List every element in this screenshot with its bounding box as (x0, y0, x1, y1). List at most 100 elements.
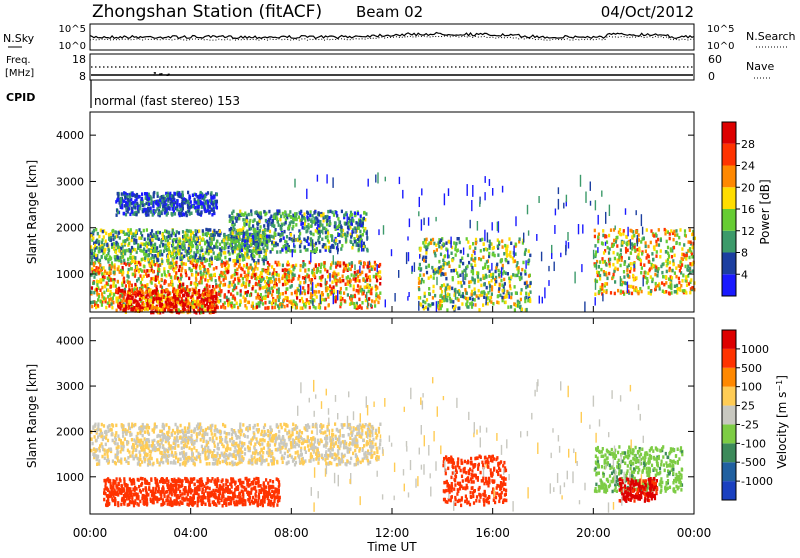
heatmap-cell (296, 291, 298, 295)
heatmap-cell (175, 271, 177, 275)
heatmap-cell (143, 247, 145, 251)
heatmap-cell (293, 239, 295, 243)
heatmap-cell (478, 308, 480, 312)
heatmap-cell (594, 264, 596, 268)
heatmap-cell (225, 276, 227, 280)
heatmap-cell (339, 240, 341, 244)
heatmap-cell (150, 311, 152, 315)
heatmap-cell (584, 302, 585, 313)
heatmap-cell (314, 275, 316, 279)
heatmap-cell (203, 265, 205, 269)
heatmap-cell (601, 191, 602, 197)
heatmap-cell (214, 273, 216, 277)
heatmap-cell (458, 298, 460, 302)
heatmap-cell (277, 304, 279, 308)
heatmap-cell (288, 275, 290, 279)
heatmap-cell (157, 203, 159, 207)
heatmap-cell (350, 295, 352, 299)
heatmap-cell (147, 258, 149, 262)
heatmap-cell (528, 274, 530, 278)
heatmap-cell (273, 244, 275, 248)
heatmap-cell (155, 291, 157, 295)
heatmap-cell (378, 294, 380, 298)
heatmap-cell (145, 241, 147, 245)
heatmap-cell (119, 256, 121, 260)
heatmap-cell (558, 187, 559, 194)
heatmap-cell (640, 271, 642, 275)
heatmap-cell (104, 285, 106, 289)
heatmap-cell (497, 253, 499, 257)
heatmap-cell (236, 302, 238, 306)
heatmap-cell (140, 245, 142, 249)
heatmap-cell (188, 294, 190, 298)
heatmap-cell (623, 270, 625, 274)
heatmap-cell (504, 282, 506, 286)
heatmap-cell (136, 304, 138, 308)
heatmap-cell (636, 288, 638, 292)
heatmap-cell (153, 233, 155, 237)
heatmap-cell (140, 281, 142, 285)
heatmap-cell (432, 302, 434, 306)
heatmap-cell (252, 301, 254, 305)
heatmap-cell (282, 292, 284, 296)
heatmap-cell (158, 238, 160, 242)
heatmap-cell (468, 281, 470, 285)
heatmap-cell (209, 264, 211, 268)
heatmap-cell (213, 229, 215, 233)
heatmap-cell (288, 300, 290, 304)
heatmap-cell (691, 255, 693, 259)
heatmap-cell (455, 242, 457, 246)
heatmap-cell (321, 298, 323, 302)
heatmap-cell (689, 229, 691, 233)
heatmap-cell (673, 230, 675, 234)
heatmap-cell (672, 269, 674, 273)
heatmap-cell (315, 284, 317, 288)
heatmap-cell (192, 301, 194, 305)
heatmap-cell (306, 298, 308, 302)
heatmap-cell (199, 256, 201, 260)
heatmap-cell (627, 227, 628, 237)
heatmap-cell (590, 201, 591, 206)
heatmap-cell (668, 277, 670, 281)
heatmap-cell (126, 249, 128, 253)
heatmap-cell (332, 272, 334, 276)
heatmap-cell (302, 226, 304, 230)
heatmap-cell (97, 240, 99, 244)
heatmap-cell (145, 253, 147, 257)
heatmap-cell (313, 220, 315, 224)
heatmap-cell (171, 252, 173, 256)
heatmap-cell (109, 256, 111, 260)
heatmap-cell (149, 288, 151, 292)
heatmap-cell (229, 238, 231, 242)
heatmap-cell (492, 302, 494, 306)
heatmap-cell (616, 236, 618, 240)
heatmap-cell (664, 228, 666, 232)
heatmap-cell (181, 262, 183, 266)
heatmap-cell (183, 305, 185, 309)
heatmap-cell (346, 222, 348, 226)
heatmap-cell (174, 289, 176, 293)
heatmap-cell (336, 214, 338, 218)
heatmap-cell (332, 245, 334, 249)
heatmap-cell (477, 279, 479, 283)
heatmap-cell (483, 283, 485, 287)
heatmap-cell (501, 283, 503, 287)
heatmap-cell (462, 262, 464, 266)
heatmap-cell (602, 229, 604, 233)
heatmap-cell (631, 229, 633, 233)
heatmap-cell (319, 249, 321, 253)
heatmap-cell (318, 306, 320, 310)
heatmap-cell (646, 281, 648, 285)
heatmap-cell (188, 194, 190, 198)
heatmap-cell (284, 268, 286, 272)
heatmap-cell (296, 296, 298, 300)
heatmap-cell (460, 250, 462, 254)
freq-speck (153, 74, 155, 75)
heatmap-cell (367, 265, 369, 269)
heatmap-cell (300, 306, 302, 310)
heatmap-cell (139, 207, 141, 211)
heatmap-cell (290, 215, 292, 219)
heatmap-cell (425, 306, 427, 310)
heatmap-cell (686, 254, 688, 258)
heatmap-cell (154, 284, 156, 288)
